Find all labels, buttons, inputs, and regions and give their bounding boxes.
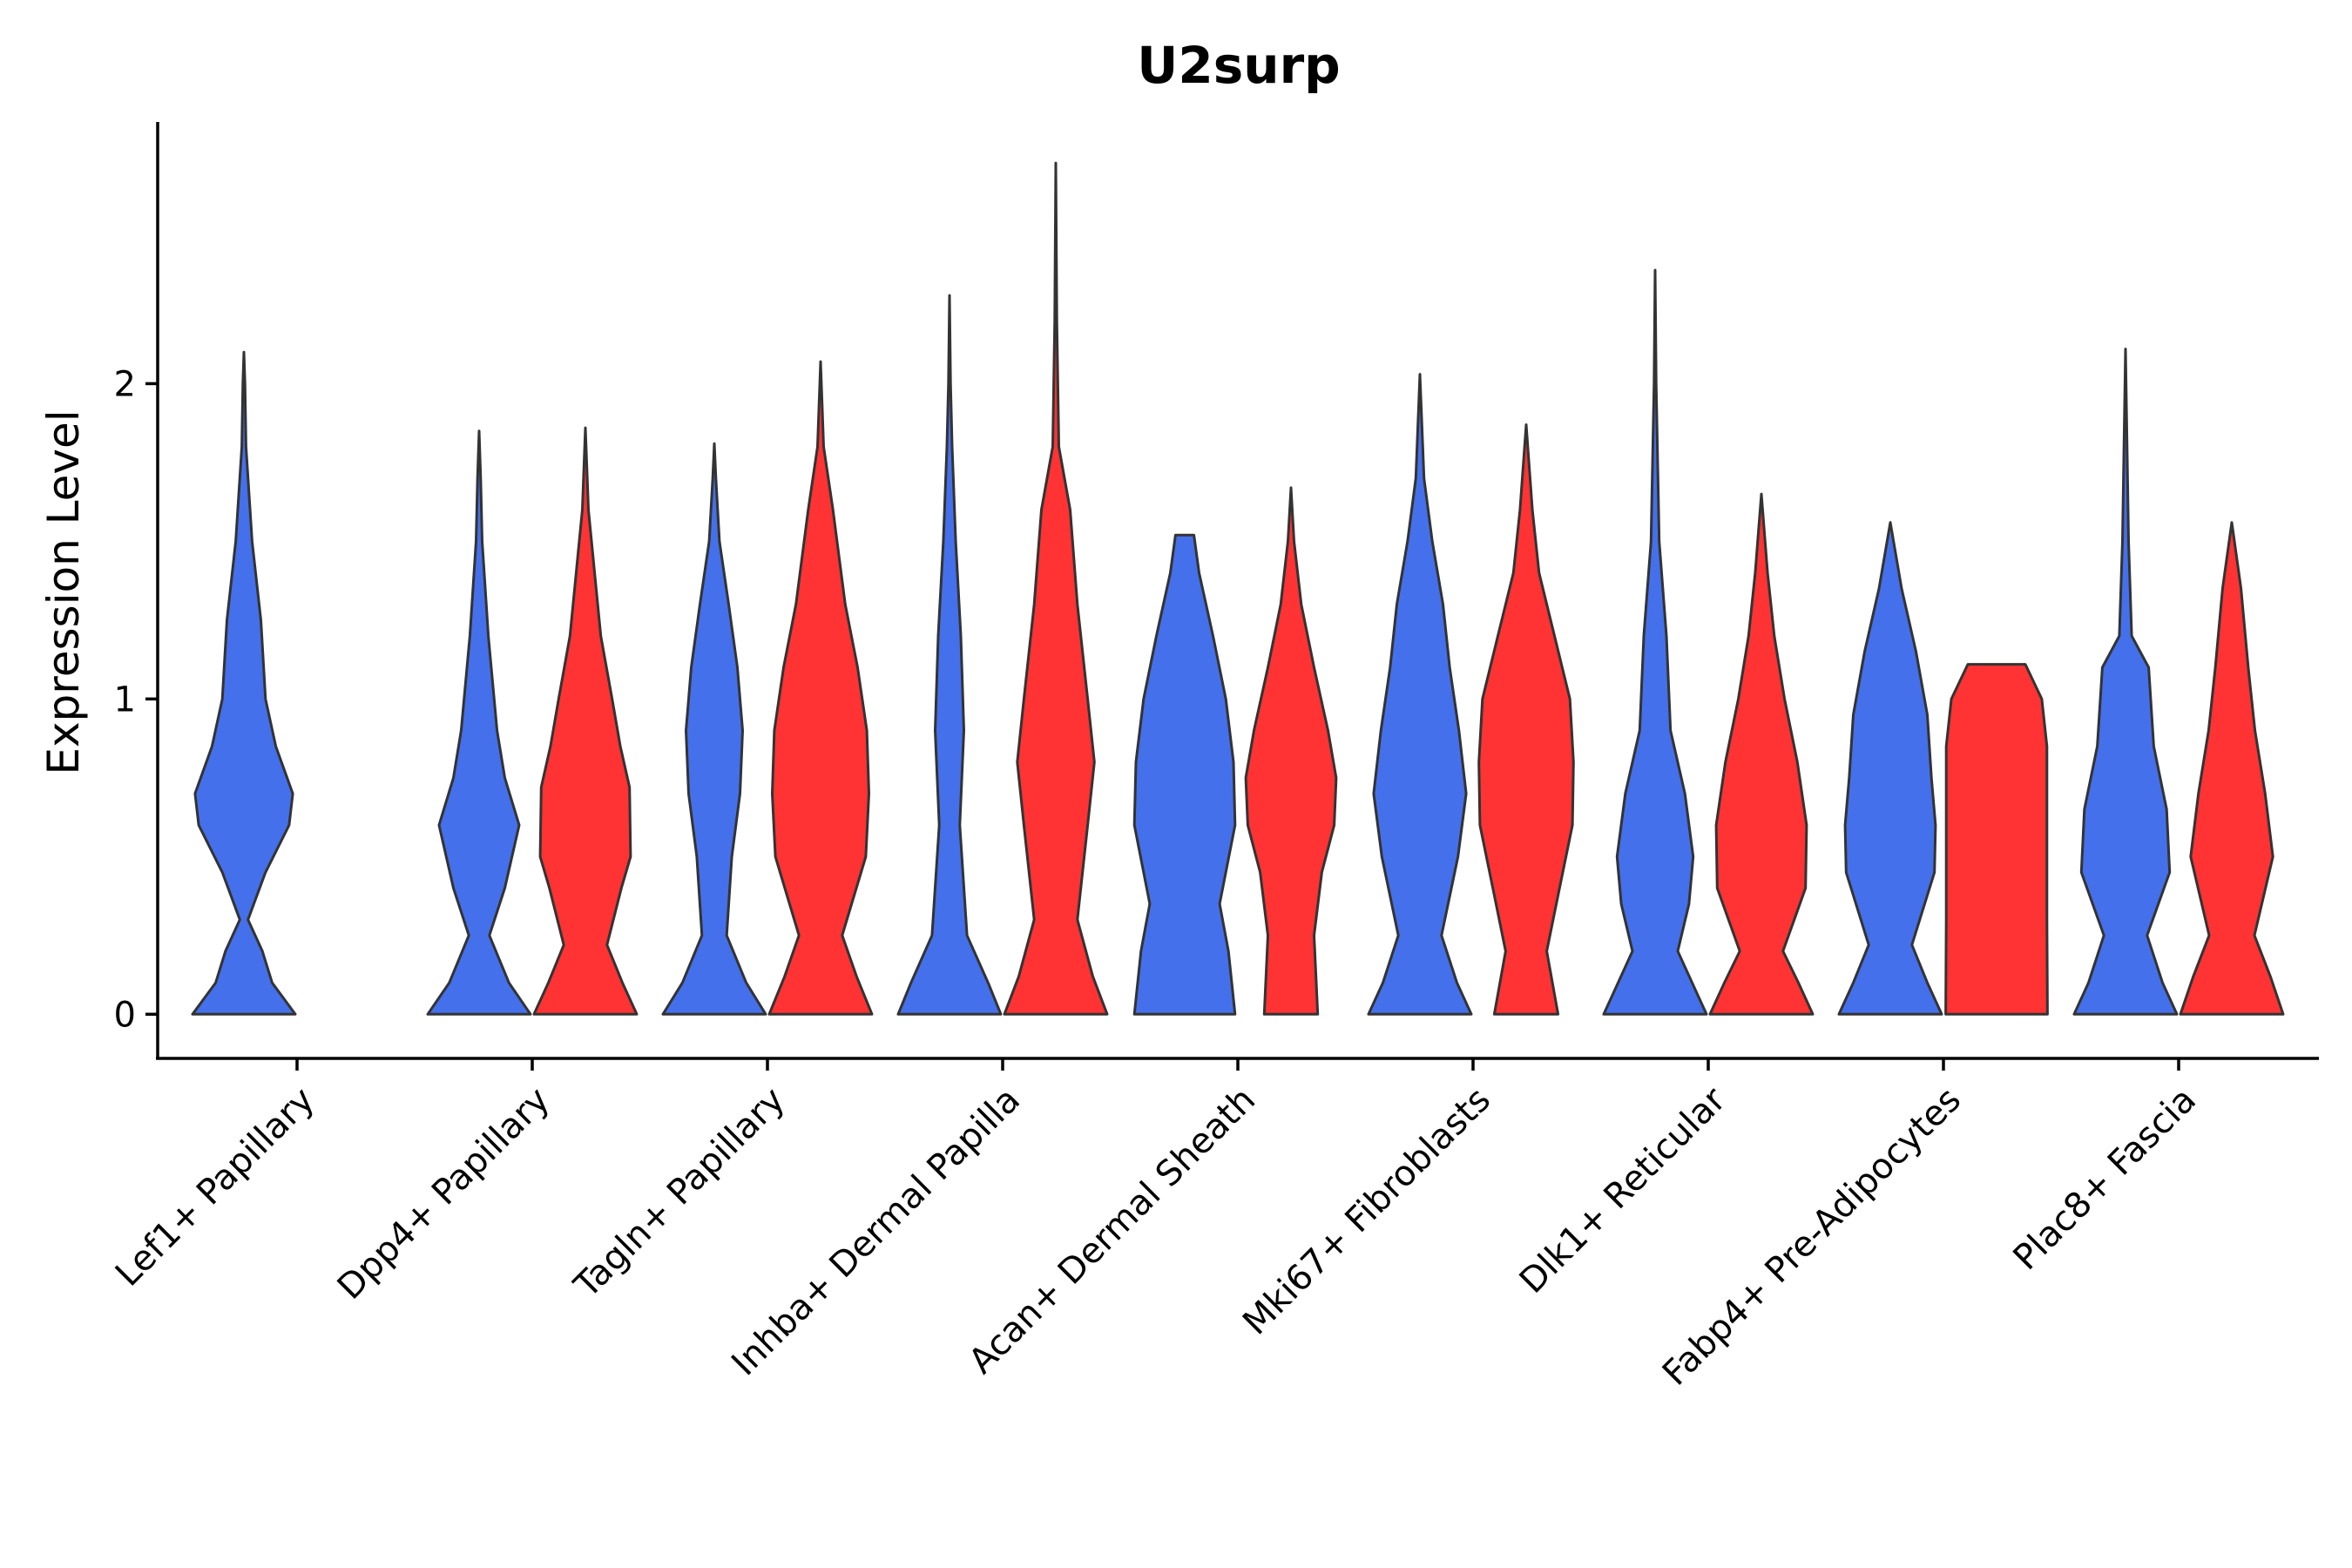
violin-mki67-fibroblasts-red	[1477, 423, 1575, 1016]
violin-mki67-fibroblasts-blue	[1367, 373, 1473, 1016]
violin-layer	[191, 161, 2285, 1016]
y-tick-label: 0	[114, 995, 136, 1035]
y-tick-label: 1	[114, 679, 136, 720]
violin-plac8-fascia-red	[2179, 521, 2285, 1016]
violin-tagln-papillary-red	[767, 360, 874, 1016]
violin-inhba-dermal-papilla-red	[1003, 161, 1109, 1016]
x-tick-label: Dlk1+ Reticular	[1512, 1079, 1734, 1301]
violin-acan-dermal-sheath-red	[1244, 486, 1338, 1016]
y-tick-label: 2	[114, 364, 136, 404]
violin-dpp4-papillary-red	[532, 426, 639, 1016]
chart-title: U2surp	[1137, 36, 1340, 95]
violin-dpp4-papillary-blue	[426, 429, 532, 1016]
violin-plac8-fascia-blue	[2072, 348, 2179, 1016]
violin-tagln-papillary-blue	[661, 442, 767, 1016]
y-ticks: 0 1 2	[114, 364, 158, 1035]
x-tick-label: Tagln+ Papillary	[566, 1080, 793, 1307]
x-tick-label: Mki67+ Fibroblasts	[1235, 1080, 1498, 1343]
x-ticks: Lef1+ Papillary Dpp4+ Papillary Tagln+ Pap…	[108, 1058, 2204, 1394]
x-tick-label: Dpp4+ Papillary	[330, 1080, 558, 1308]
violin-lef1-papillary-blue	[191, 350, 297, 1016]
x-tick-label: Lef1+ Papillary	[108, 1080, 322, 1294]
violin-inhba-dermal-papilla-blue	[896, 294, 1003, 1016]
y-axis-label: Expression Level	[38, 409, 89, 774]
violin-dlk1-reticular-red	[1708, 492, 1815, 1016]
violin-fabp4-pre-adipocytes-blue	[1837, 521, 1943, 1016]
violin-acan-dermal-sheath-blue	[1132, 533, 1237, 1016]
x-tick-label: Plac8+ Fascia	[2006, 1080, 2205, 1279]
violin-fabp4-pre-adipocytes-red	[1944, 663, 2049, 1016]
violin-dlk1-reticular-blue	[1602, 268, 1708, 1016]
